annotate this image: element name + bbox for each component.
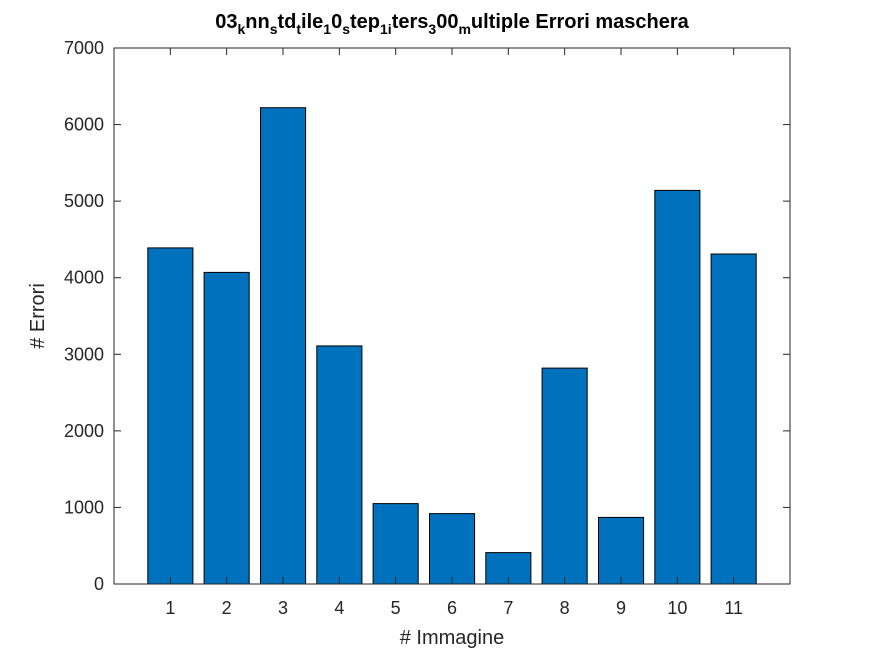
y-tick-label: 0 [94,574,104,594]
title-segment: k [237,21,245,37]
x-tick-label: 3 [278,598,288,618]
title-segment: ters [392,11,429,33]
title-segment: 0 [331,11,342,33]
y-tick-label: 7000 [64,38,104,58]
bar-11 [710,253,757,585]
chart-title: 03knnstdtile10step1iters300multiple Erro… [215,11,689,37]
y-tick-label: 2000 [64,421,104,441]
y-tick-label: 5000 [64,191,104,211]
bar-9 [598,516,645,585]
x-tick-label: 8 [560,598,570,618]
title-segment: s [270,21,278,37]
bars-group [147,107,757,585]
bar-4 [316,345,363,585]
bar-10 [654,189,701,585]
title-segment: 03 [215,11,237,33]
x-axis-label: # Immagine [400,627,505,649]
bar-8 [541,367,588,585]
x-tick-label: 9 [616,598,626,618]
y-tick-label: 4000 [64,268,104,288]
x-tick-label: 6 [447,598,457,618]
bar-3 [260,107,307,585]
y-tick-label: 1000 [64,497,104,517]
title-segment: 1 [323,21,331,37]
title-segment: 00 [436,11,458,33]
bar-1 [147,247,194,585]
x-tick-label: 10 [667,598,687,618]
bar-2 [203,271,250,585]
y-axis: 0 1000 2000 3000 4000 5000 6000 7000 [64,38,790,594]
bar-6 [429,513,476,585]
title-segment: td [277,11,296,33]
x-tick-label: 2 [222,598,232,618]
title-segment: 3 [428,21,436,37]
x-tick-label: 5 [391,598,401,618]
title-segment: ile [301,11,323,33]
title-segment: 1i [380,21,392,37]
title-segment: m [458,21,470,37]
title-segment: tep [350,11,380,33]
title-segment: s [342,21,350,37]
y-tick-label: 3000 [64,344,104,364]
y-tick-label: 6000 [64,115,104,135]
title-segment: t [296,21,301,37]
bar-5 [372,503,419,585]
title-segment: ultiple Errori maschera [471,11,690,33]
x-tick-label: 1 [165,598,175,618]
x-tick-label: 4 [334,598,344,618]
y-axis-label: # Errori [27,283,49,349]
x-axis: 1 2 3 4 5 6 7 8 9 10 11 [165,48,743,618]
title-segment: nn [245,11,269,33]
x-tick-label: 11 [724,598,743,618]
x-tick-label: 7 [503,598,513,618]
